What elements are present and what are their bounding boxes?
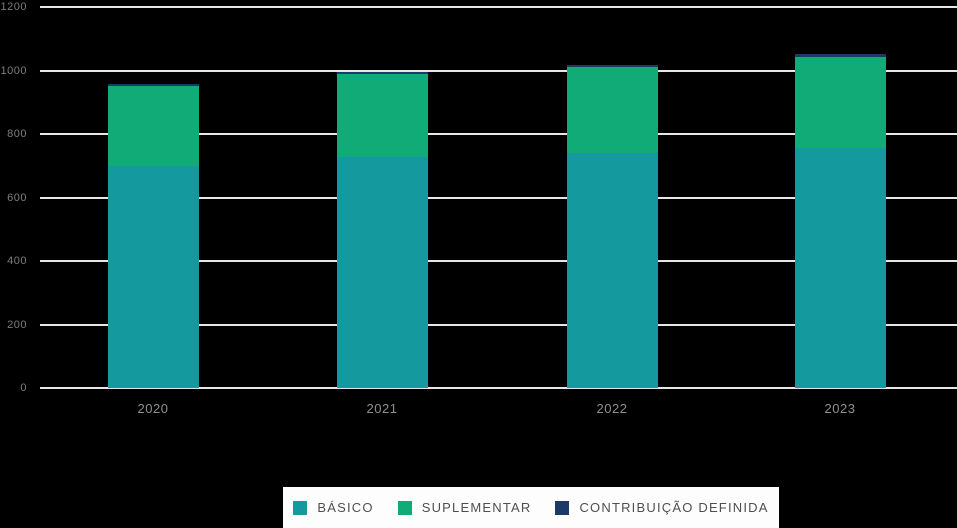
legend-swatch-contribuicao-definida <box>555 500 570 515</box>
legend: BÁSICO SUPLEMENTAR CONTRIBUIÇÃO DEFINIDA <box>283 487 779 528</box>
gridline-0 <box>40 387 957 389</box>
bar-segment-suplementar-2023 <box>794 56 886 148</box>
y-axis-tick-label-800: 800 <box>7 128 27 140</box>
legend-item-suplementar: SUPLEMENTAR <box>397 500 532 515</box>
bar-segment-contribuicao-definida-2022 <box>566 64 658 67</box>
y-axis-tick-label-200: 200 <box>7 318 27 331</box>
gridline-1000 <box>40 69 957 72</box>
bar-segment-basico-2023 <box>794 147 886 388</box>
y-axis-tick-label-1000: 1000 <box>0 64 27 77</box>
bar-segment-suplementar-2022 <box>566 66 658 154</box>
bar-segment-basico-2021 <box>336 156 428 388</box>
bar-segment-basico-2022 <box>566 153 658 388</box>
x-axis-tick-label-2022: 2022 <box>596 401 628 416</box>
legend-swatch-suplementar <box>397 500 412 515</box>
bar-segment-contribuicao-definida-2023 <box>794 54 886 57</box>
y-axis-tick-label-400: 400 <box>7 255 27 267</box>
gridline-800 <box>40 133 957 135</box>
bar-2021 <box>336 72 428 388</box>
x-axis-tick-label-2021: 2021 <box>366 401 398 416</box>
x-axis-tick-label-2020: 2020 <box>137 401 169 416</box>
x-axis-tick-label-2023: 2023 <box>824 401 856 416</box>
legend-label-basico: BÁSICO <box>317 500 374 515</box>
legend-label-contribuicao-definida: CONTRIBUIÇÃO DEFINIDA <box>579 500 769 515</box>
bar-segment-basico-2020 <box>107 165 199 388</box>
y-axis-tick-label-1200: 1200 <box>0 1 27 13</box>
bar-segment-suplementar-2020 <box>107 86 199 166</box>
bar-segment-contribuicao-definida-2021 <box>336 72 428 74</box>
legend-label-suplementar: SUPLEMENTAR <box>421 500 532 515</box>
gridline-200 <box>40 323 957 326</box>
bar-segment-suplementar-2021 <box>336 73 428 157</box>
bar-2020 <box>107 84 199 388</box>
y-axis-tick-label-600: 600 <box>7 191 27 204</box>
gridline-1200 <box>40 6 957 8</box>
legend-item-contribuicao-definida: CONTRIBUIÇÃO DEFINIDA <box>555 500 768 515</box>
gridline-400 <box>40 260 957 262</box>
y-axis-tick-label-0: 0 <box>20 382 27 394</box>
bar-2023 <box>794 54 886 388</box>
bar-2022 <box>566 64 658 388</box>
gridline-600 <box>40 196 957 199</box>
bar-segment-contribuicao-definida-2020 <box>107 84 199 87</box>
legend-swatch-basico <box>293 500 308 515</box>
legend-item-basico: BÁSICO <box>293 500 373 515</box>
